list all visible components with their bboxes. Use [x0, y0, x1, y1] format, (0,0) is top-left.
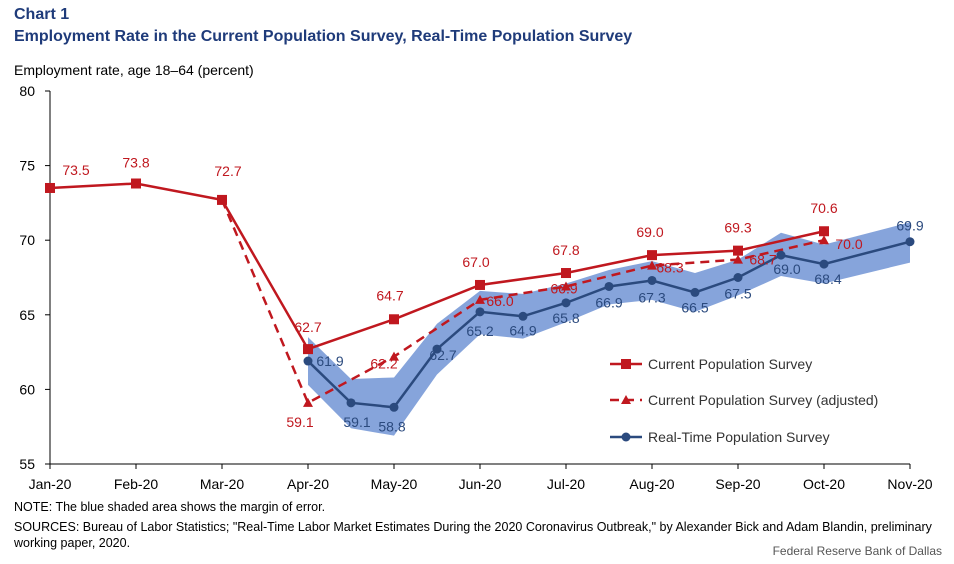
rps-marker — [905, 237, 915, 247]
x-tick-label: Jun-20 — [459, 476, 502, 492]
rps-marker — [303, 356, 313, 366]
rps-data-label: 66.5 — [681, 299, 708, 315]
cps-adjusted-marker — [561, 281, 571, 291]
chart-title: Employment Rate in the Current Populatio… — [14, 28, 633, 45]
x-tick-label: Feb-20 — [114, 476, 159, 492]
cps-marker — [45, 182, 55, 193]
cps-adjusted-line — [220, 199, 825, 405]
cps-adjusted-marker — [303, 397, 313, 407]
rps-marker — [389, 402, 399, 412]
legend-marker-rps — [621, 432, 631, 442]
rps-marker — [690, 287, 700, 297]
rps-marker — [604, 281, 614, 291]
rps-marker — [647, 275, 657, 285]
rps-data-label: 69.9 — [896, 218, 923, 234]
cps-line — [49, 182, 825, 351]
y-tick-label: 55 — [19, 456, 35, 472]
y-axis-label: Employment rate, age 18–64 (percent) — [14, 62, 254, 78]
rps-data-label: 58.8 — [378, 418, 405, 434]
margin-of-error-band — [308, 222, 910, 436]
legend-label-cps-adjusted: Current Population Survey (adjusted) — [648, 392, 878, 408]
chart-sources: SOURCES: Bureau of Labor Statistics; "Re… — [14, 520, 932, 550]
x-tick-label: Apr-20 — [287, 476, 329, 492]
x-tick-label: Jul-20 — [547, 476, 585, 492]
cps-adjusted-data-label: 62.2 — [370, 356, 397, 372]
cps-data-label: 69.0 — [636, 224, 663, 240]
cps-marker — [647, 250, 657, 261]
cps-data-label: 64.7 — [376, 287, 403, 303]
cps-data-label: 69.3 — [724, 220, 751, 236]
legend-marker-cps-adjusted — [621, 395, 631, 404]
rps-marker — [346, 398, 356, 408]
x-tick-label: Aug-20 — [629, 476, 674, 492]
cps-marker — [819, 226, 829, 237]
rps-data-label: 65.2 — [466, 323, 493, 339]
rps-data-label: 67.5 — [724, 286, 751, 302]
cps-adjusted-data-label: 66.0 — [486, 293, 513, 309]
cps-adjusted-marker — [733, 254, 743, 264]
cps-marker — [475, 279, 485, 290]
rps-marker — [475, 307, 485, 317]
cps-marker — [217, 194, 227, 205]
y-tick-label: 75 — [19, 158, 35, 174]
cps-adjusted-data-label: 68.3 — [656, 260, 683, 276]
cps-data-label: 72.7 — [214, 163, 241, 179]
rps-data-label: 61.9 — [316, 353, 343, 369]
y-tick-label: 80 — [19, 83, 35, 99]
line-chart: 55 60 65 70 75 80 Jan-20 Feb-20 Mar-20 Apr-20 May-… — [19, 83, 932, 492]
chart-note: NOTE: The blue shaded area shows the mar… — [14, 500, 326, 514]
x-tick-label: Sep-20 — [715, 476, 760, 492]
rps-marker — [733, 273, 743, 282]
cps-marker — [389, 314, 399, 325]
cps-data-label: 67.0 — [462, 254, 489, 270]
cps-adjusted-data-label: 66.9 — [550, 280, 577, 296]
cps-marker — [131, 178, 141, 189]
x-tick-label: Jan-20 — [29, 476, 72, 492]
cps-data-label: 70.6 — [810, 200, 837, 216]
rps-data-label: 64.9 — [509, 322, 536, 338]
cps-adjusted-marker — [819, 235, 829, 245]
rps-marker — [819, 259, 829, 269]
rps-data-label: 62.7 — [429, 347, 456, 363]
rps-marker — [776, 250, 786, 260]
rps-marker — [561, 298, 571, 308]
rps-marker — [432, 344, 442, 354]
y-tick-label: 65 — [19, 307, 35, 323]
x-tick-label: Nov-20 — [887, 476, 932, 492]
x-tick-label: Oct-20 — [803, 476, 845, 492]
x-tick-label: Mar-20 — [200, 476, 245, 492]
rps-data-label: 67.3 — [638, 289, 665, 305]
rps-line — [307, 240, 911, 409]
cps-adjusted-data-label: 68.7 — [749, 252, 776, 268]
y-tick-label: 60 — [19, 381, 35, 397]
cps-marker — [561, 268, 571, 279]
rps-data-label: 59.1 — [343, 414, 370, 430]
chart-number: Chart 1 — [14, 6, 70, 23]
cps-adjusted-marker — [475, 294, 485, 304]
cps-adjusted-data-label: 59.1 — [286, 414, 313, 430]
legend-marker-cps — [621, 359, 631, 369]
x-tick-label: May-20 — [371, 476, 418, 492]
cps-data-label: 62.7 — [294, 319, 321, 335]
rps-marker — [518, 311, 528, 321]
y-tick-label: 70 — [19, 232, 35, 248]
cps-adjusted-data-label: 70.0 — [835, 236, 862, 252]
rps-data-label: 68.4 — [814, 271, 841, 287]
cps-data-label: 73.5 — [62, 162, 89, 178]
cps-data-label: 67.8 — [552, 242, 579, 258]
rps-data-label: 69.0 — [773, 261, 800, 277]
chart-credit: Federal Reserve Bank of Dallas — [772, 544, 942, 558]
rps-data-label: 66.9 — [595, 294, 622, 310]
legend-label-rps: Real-Time Population Survey — [648, 429, 830, 445]
cps-marker — [303, 344, 313, 355]
cps-marker — [733, 245, 743, 256]
rps-data-label: 65.8 — [552, 310, 579, 326]
legend-label-cps: Current Population Survey — [648, 356, 812, 372]
cps-adjusted-marker — [389, 351, 399, 361]
cps-adjusted-marker — [647, 260, 657, 270]
cps-data-label: 73.8 — [122, 155, 149, 171]
